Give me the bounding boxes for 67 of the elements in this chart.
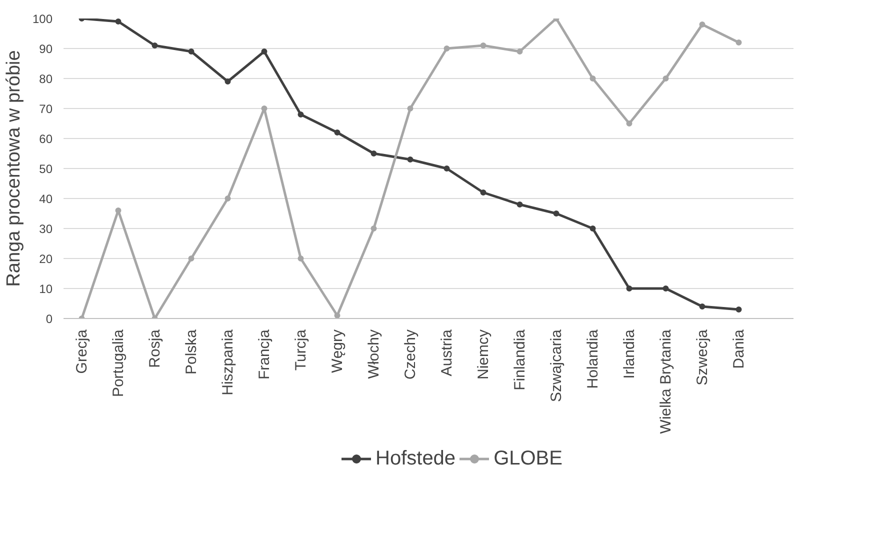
point [516,48,523,54]
y-tick-label: 100 [32,12,53,26]
point [152,42,158,48]
point [188,48,194,54]
point [626,120,632,126]
point [736,40,742,46]
y-tick-label: 30 [39,222,53,236]
point [662,76,669,82]
point [334,130,340,136]
point [626,286,632,292]
y-tick-label: 50 [39,162,53,176]
y-tick-label: 0 [46,312,53,326]
point [334,312,340,318]
point [480,190,486,196]
x-tick-label: Hiszpania [219,328,236,396]
point [407,156,414,162]
y-tick-label: 60 [39,132,53,146]
y-tick-label: 20 [39,252,53,266]
point [298,256,304,262]
point [699,22,706,28]
x-tick-label: Finlandia [511,328,528,390]
y-tick-label: 70 [39,102,53,116]
x-tick-label: Szwecja [694,328,711,386]
x-tick-label: Czechy [402,329,419,380]
x-tick-label: Austria [438,328,456,376]
legend-label: GLOBE [494,447,562,470]
point [590,76,596,82]
point [444,46,450,52]
point [224,196,231,202]
point [662,286,669,292]
legend-label: Hofstede [376,447,456,470]
x-tick-label: Holandia [584,328,602,389]
point [188,256,194,262]
point [407,106,414,112]
x-tick-label: Turcja [292,328,310,371]
point [553,210,560,216]
x-tick-label: Węgry [328,329,346,373]
point [370,226,377,232]
x-tick-label: Rosja [146,328,164,368]
point [736,306,742,312]
x-tick-label: Francja [256,328,273,380]
point [444,166,450,172]
x-tick-label: Irlandia [620,328,638,379]
y-tick-label: 90 [39,42,53,56]
y-tick-label: 10 [39,282,53,296]
x-tick-label: Włochy [365,329,382,379]
y-tick-label: 40 [39,192,53,206]
x-tick-label: Szwajcaria [548,328,565,402]
point [115,208,122,214]
point [699,304,706,310]
x-tick-label: Wielka Brytania [657,328,674,434]
x-tick-label: Portugalia [110,328,127,398]
point [261,106,268,112]
point [370,150,377,156]
y-axis-title: Ranga procentowa w próbie [3,50,24,287]
point [516,202,523,208]
x-tick-label: Grecja [73,328,90,374]
x-tick-label: Polska [182,328,200,375]
x-tick-label: Niemcy [474,329,492,380]
point [224,78,231,84]
point [261,48,268,54]
point [480,42,486,48]
point [298,112,304,118]
y-tick-label: 80 [39,72,53,86]
point [590,226,596,232]
point [115,18,122,24]
x-tick-label: Dania [730,328,748,369]
